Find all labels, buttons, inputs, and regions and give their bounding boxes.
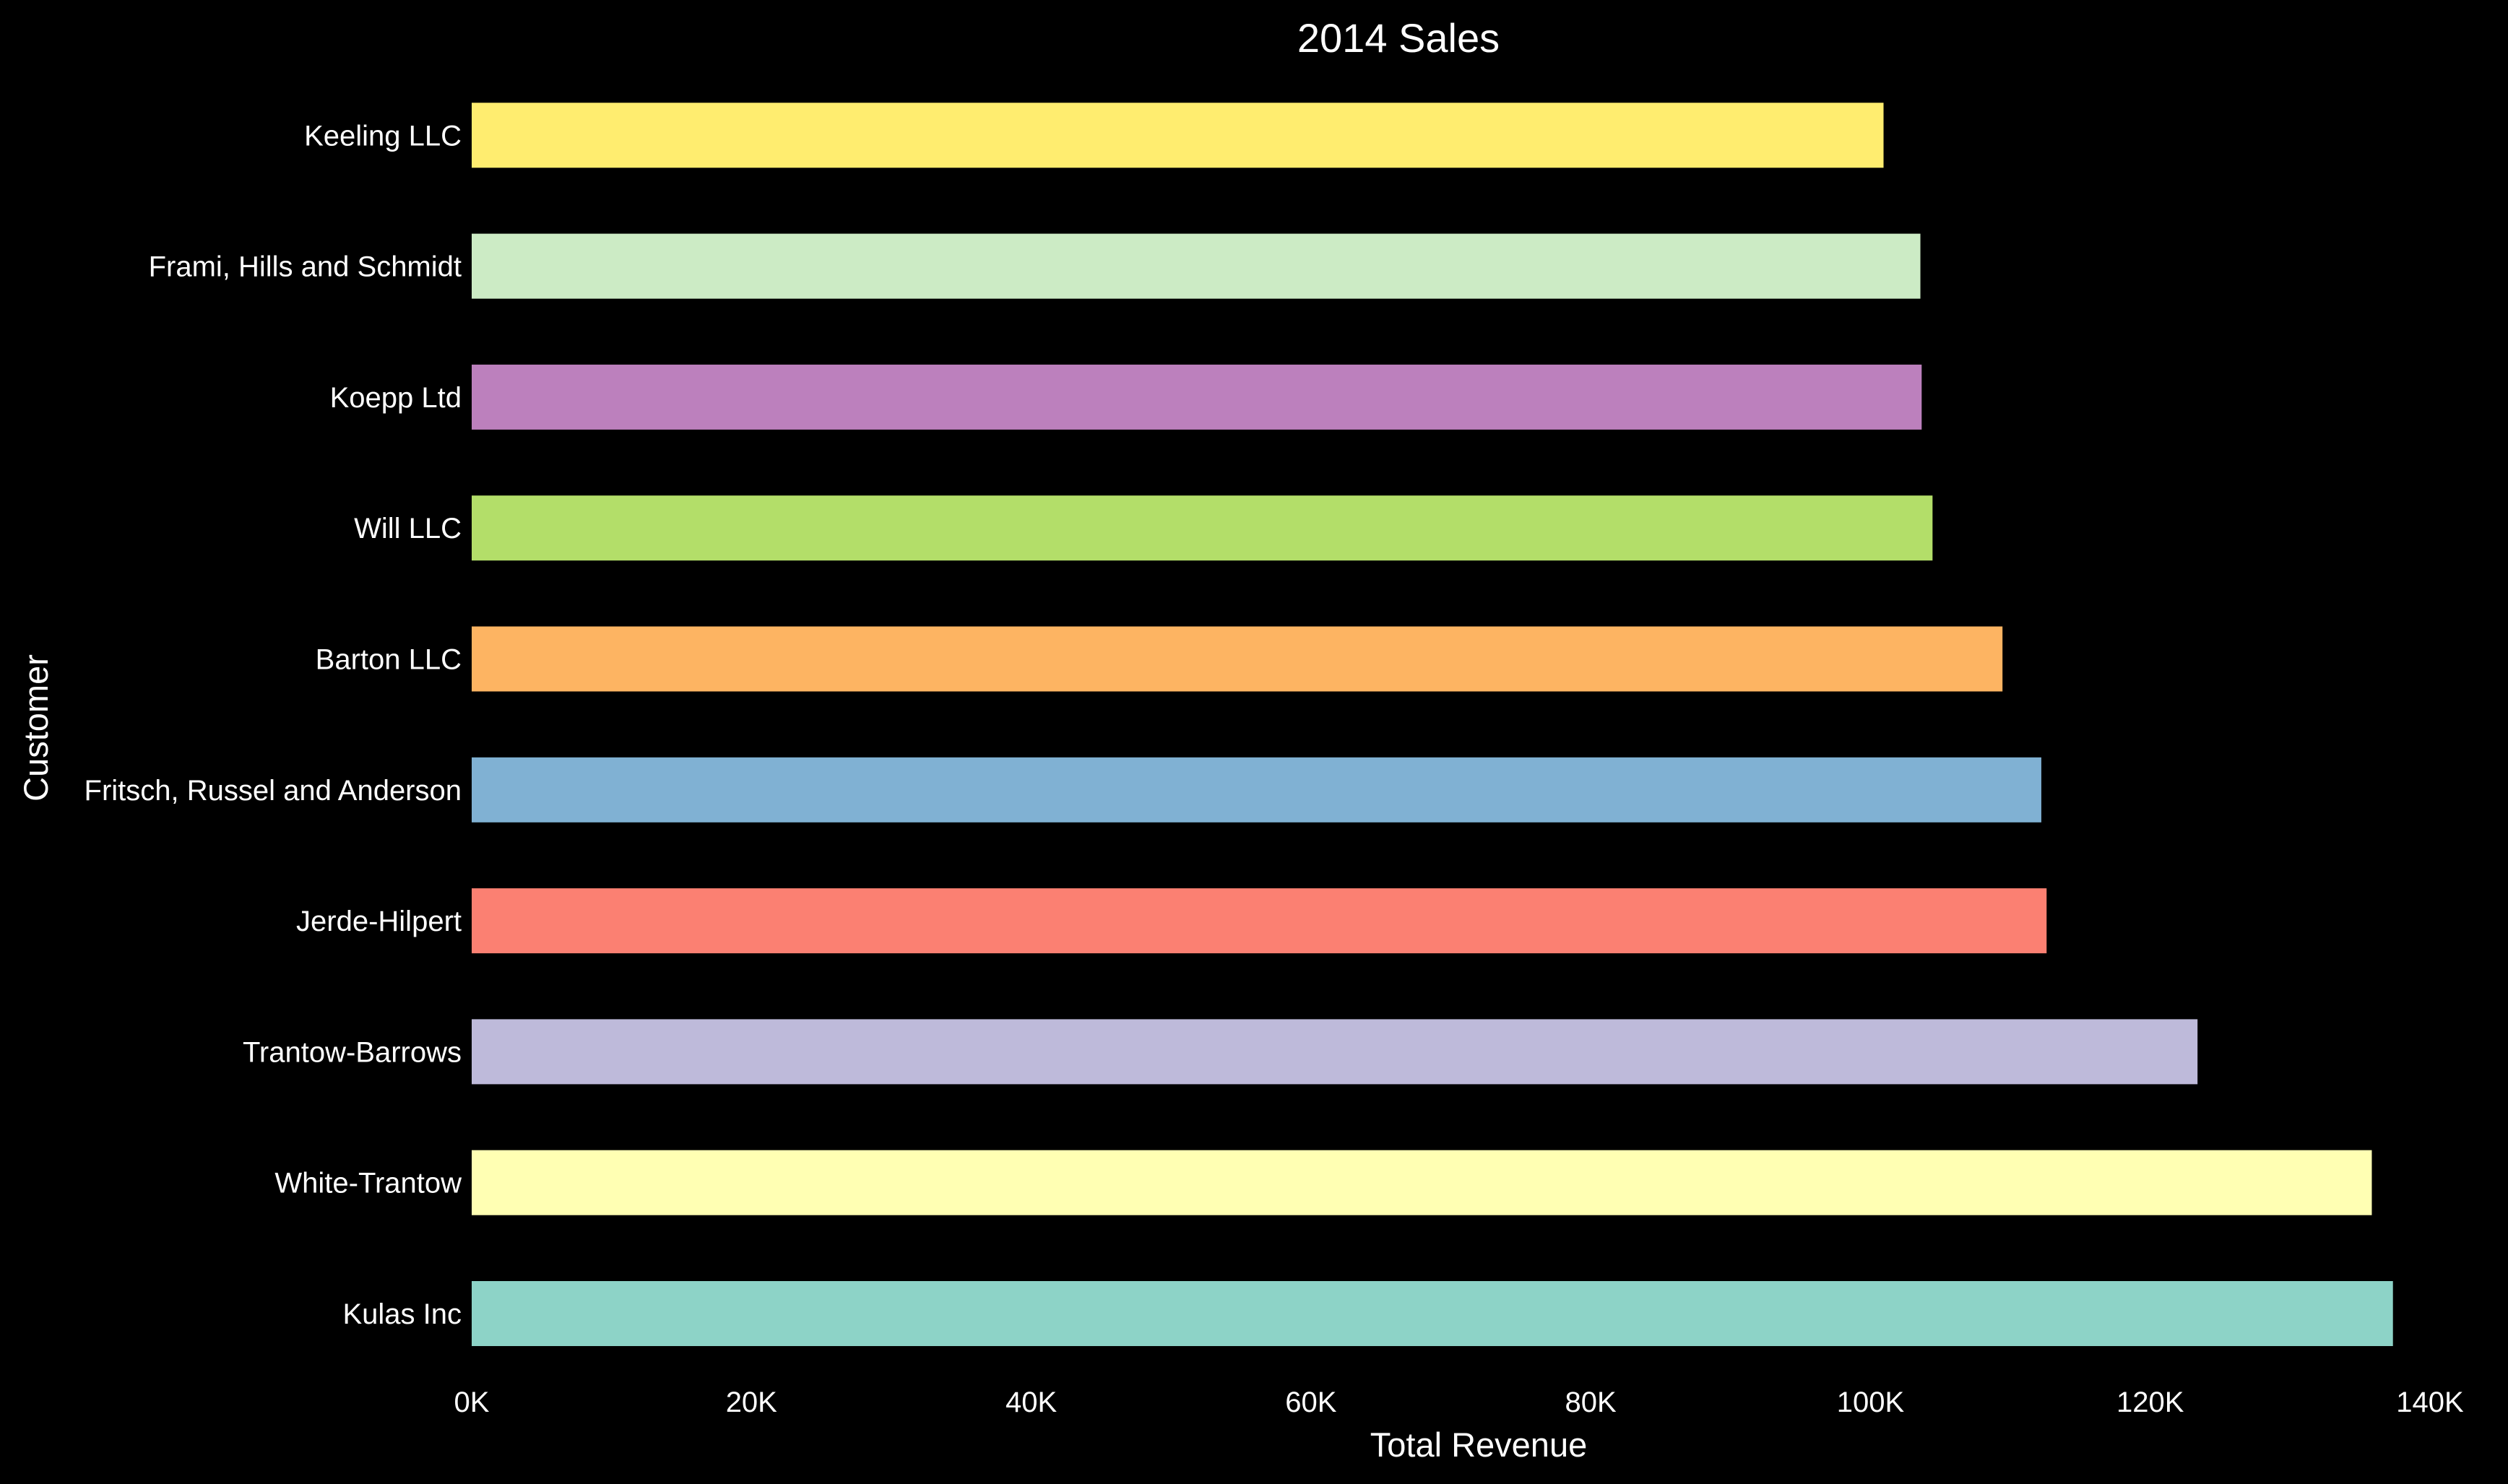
bar-2	[472, 1019, 2198, 1085]
bar-1	[472, 1150, 2372, 1215]
bar-6	[472, 495, 1933, 561]
bar-8	[472, 233, 1921, 299]
x-tick-labels: 0K 20K 40K 60K 80K 100K 120K 140K	[454, 1387, 2464, 1418]
y-tick-label: Frami, Hills and Schmidt	[149, 251, 462, 283]
bars-group	[472, 103, 2393, 1346]
x-axis-title: Total Revenue	[1370, 1426, 1587, 1464]
y-tick-label: Kulas Inc	[342, 1298, 462, 1330]
y-tick-label: Fritsch, Russel and Anderson	[85, 775, 462, 807]
x-tick-label: 40K	[1006, 1387, 1057, 1418]
y-tick-labels: Kulas Inc White-Trantow Trantow-Barrows Jer…	[85, 120, 462, 1330]
bar-3	[472, 888, 2047, 954]
x-tick-label: 0K	[454, 1387, 490, 1418]
x-tick-label: 20K	[726, 1387, 777, 1418]
bar-0	[472, 1281, 2393, 1346]
y-tick-label: Trantow-Barrows	[243, 1036, 462, 1068]
bar-5	[472, 626, 2003, 692]
x-tick-label: 80K	[1565, 1387, 1617, 1418]
x-tick-label: 100K	[1837, 1387, 1905, 1418]
x-tick-label: 60K	[1285, 1387, 1336, 1418]
y-tick-label: White-Trantow	[274, 1168, 462, 1199]
x-tick-label: 120K	[2116, 1387, 2184, 1418]
y-tick-label: Jerde-Hilpert	[296, 906, 462, 937]
y-axis-title: Customer	[17, 654, 55, 802]
bar-9	[472, 103, 1884, 168]
y-tick-label: Koepp Ltd	[330, 382, 462, 414]
y-tick-label: Will LLC	[354, 513, 462, 544]
bar-4	[472, 757, 2041, 823]
chart-title: 2014 Sales	[1297, 15, 1500, 61]
y-tick-label: Barton LLC	[316, 644, 462, 676]
y-tick-label: Keeling LLC	[304, 120, 462, 152]
x-tick-label: 140K	[2396, 1387, 2464, 1418]
bar-7	[472, 364, 1922, 430]
